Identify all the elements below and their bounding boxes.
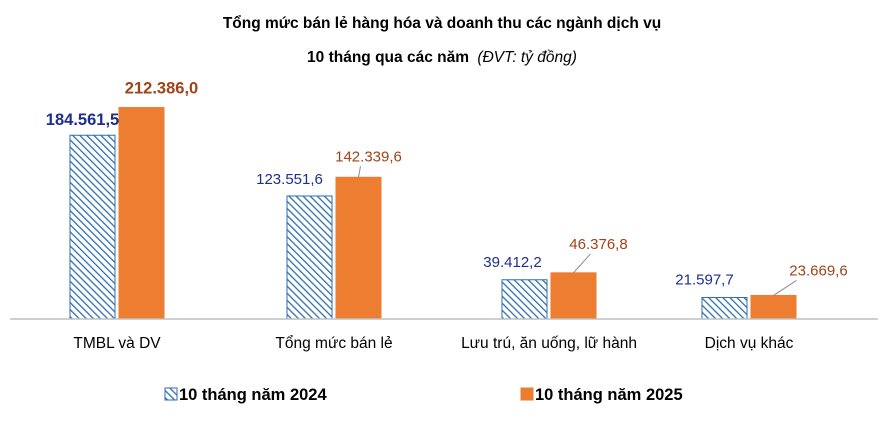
category-label-0: TMBL và DV xyxy=(73,335,161,352)
chart-title-line1: Tổng mức bán lẻ hàng hóa và doanh thu cá… xyxy=(223,15,661,32)
data-label-2024-1: 123.551,6 xyxy=(256,171,323,188)
category-labels: TMBL và DV Tổng mức bán lẻ Lưu trú, ăn uốn… xyxy=(73,335,793,352)
bars-layer xyxy=(69,107,797,320)
bar-2024-3 xyxy=(701,296,748,320)
data-label-2025-1: 142.339,6 xyxy=(335,148,402,165)
bar-2025-1 xyxy=(335,176,382,320)
category-label-1: Tổng mức bán lẻ xyxy=(275,335,392,352)
labels-layer: 184.561,5 212.386,0 123.551,6 142.339,6 39.4… xyxy=(46,80,848,296)
data-label-2025-2: 46.376,8 xyxy=(569,236,627,253)
legend-swatch-2025 xyxy=(520,387,534,401)
legend-label-2024: 10 tháng năm 2024 xyxy=(179,386,327,404)
bar-2025-0 xyxy=(118,107,165,320)
leader-line-2025-3 xyxy=(773,280,797,296)
bar-2024-2 xyxy=(501,279,548,320)
data-label-2025-3: 23.669,6 xyxy=(789,262,847,279)
leader-line-2025-2 xyxy=(573,253,591,274)
bar-2024-0 xyxy=(69,134,116,320)
bar-2025-2 xyxy=(550,272,597,320)
bar-2025-3 xyxy=(750,294,797,320)
data-label-2024-0: 184.561,5 xyxy=(46,111,119,129)
category-label-3: Dịch vụ khác xyxy=(705,335,794,352)
leader-line-2025-1 xyxy=(358,166,361,178)
chart-title-main: 10 tháng qua các năm xyxy=(307,49,469,66)
category-label-2: Lưu trú, ăn uống, lữ hành xyxy=(461,335,637,352)
data-label-2024-3: 21.597,7 xyxy=(675,271,733,288)
legend-swatch-2024 xyxy=(164,387,178,401)
data-label-2025-0: 212.386,0 xyxy=(125,80,198,98)
legend-label-2025: 10 tháng năm 2025 xyxy=(535,386,683,404)
data-label-2024-2: 39.412,2 xyxy=(483,254,541,271)
bar-2024-1 xyxy=(286,195,333,320)
chart-title-unit: (ĐVT: tỷ đồng) xyxy=(477,49,577,66)
legend: 10 tháng năm 2024 10 tháng năm 2025 xyxy=(164,386,683,404)
chart-title-line2: 10 tháng qua các năm (ĐVT: tỷ đồng) xyxy=(307,49,577,66)
